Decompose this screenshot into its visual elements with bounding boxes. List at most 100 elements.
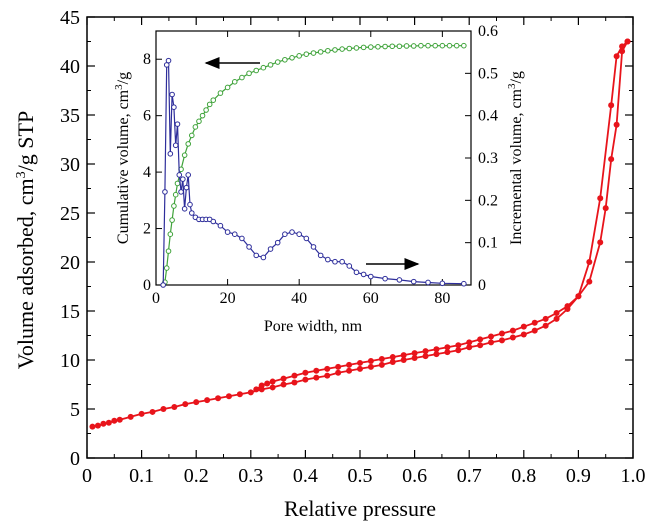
inset-x-tick-label: 40 (291, 290, 307, 307)
inset-left-y-tick-label: 6 (143, 108, 151, 125)
desorption-point (542, 315, 549, 322)
desorption-point (357, 359, 363, 366)
cumulative-volume-point (453, 42, 460, 49)
main-y-axis-label-text: Volume adsorbed, cm (13, 178, 38, 369)
inset-left-y-axis-label: Cumulative volume, cm3/g (113, 72, 132, 244)
adsorption-point (608, 102, 615, 109)
main-plot: 0 0.1 0.2 0.3 0.4 0.5 0.6 0.7 0.8 0.9 1.0051015202… (13, 7, 646, 521)
main-y-tick-label: 15 (60, 301, 80, 323)
adsorption-point (433, 351, 440, 358)
inset-x-tick-label: 20 (220, 290, 236, 307)
cumulative-volume-point (188, 132, 195, 139)
cumulative-volume-point (206, 101, 213, 108)
adsorption-point (127, 413, 134, 420)
desorption-point (564, 303, 571, 310)
main-y-tick-label: 45 (60, 7, 80, 29)
adsorption-point (357, 365, 363, 372)
inset-left-y-label-text: Cumulative volume, cm (115, 89, 132, 244)
inset-right-y-tick-label: 0 (478, 277, 486, 294)
main-x-tick-label: 0.1 (129, 465, 154, 487)
incremental-volume-point (172, 142, 179, 149)
adsorption-point (553, 315, 560, 322)
desorption-point (264, 380, 271, 387)
adsorption-point (182, 401, 189, 408)
cumulative-volume-point (224, 84, 231, 91)
cumulative-volume-point (317, 49, 324, 55)
adsorption-point (193, 399, 200, 406)
main-y-tick-label: 35 (60, 105, 80, 127)
desorption-point (619, 48, 626, 55)
cumulative-volume-point (325, 47, 331, 54)
cumulative-volume-point (353, 45, 360, 51)
adsorption-point (542, 322, 549, 329)
cumulative-volume-point (246, 70, 252, 77)
main-y-tick-label: 40 (60, 56, 80, 78)
inset-right-y-tick-label: 0.3 (478, 150, 498, 167)
cumulative-volume-point (410, 43, 417, 49)
desorption-point (367, 357, 374, 364)
incremental-volume-point (317, 252, 324, 259)
incremental-volume-point (231, 231, 238, 237)
incremental-volume-point (289, 229, 295, 235)
desorption-point (466, 339, 473, 346)
inset-right-y-label-sup: 3 (506, 83, 518, 89)
inset-right-y-axis-label: Incremental volume, cm3/g (506, 71, 525, 245)
desorption-point (455, 342, 462, 349)
main-x-tick-label: 0.5 (348, 465, 373, 487)
cumulative-volume-point (367, 44, 374, 50)
adsorption-point (488, 339, 495, 346)
inset-right-y-tick-label: 0.4 (478, 108, 498, 125)
adsorption-point (466, 344, 473, 351)
inset-left-y-tick-label: 2 (143, 221, 151, 238)
inset-right-y-label-text: Incremental volume, cm (508, 88, 525, 244)
inset-series-group (160, 42, 467, 288)
incremental-volume-point (185, 172, 192, 178)
cumulative-volume-point (375, 44, 381, 50)
desorption-point (258, 382, 265, 389)
adsorption-point (400, 357, 407, 363)
cumulative-volume-point (396, 43, 403, 50)
cumulative-volume-point (418, 42, 424, 49)
incremental-volume-point (332, 258, 338, 265)
incremental-volume-point (176, 172, 183, 178)
inset-left-y-label-sup: 3 (113, 84, 125, 90)
cumulative-volume-point (346, 45, 353, 52)
desorption-point (586, 278, 593, 285)
adsorption-point (324, 372, 331, 379)
adsorption-point (89, 423, 96, 430)
cumulative-volume-point (167, 231, 174, 237)
adsorption-point (247, 389, 254, 396)
adsorption-point (613, 53, 620, 60)
incremental-volume-point (396, 277, 403, 283)
cumulative-volume-point (185, 141, 192, 147)
main-series-group (89, 38, 631, 430)
desorption-point (400, 352, 407, 359)
adsorption-point (138, 410, 145, 417)
incremental-volume-point (160, 282, 166, 288)
desorption-point (411, 350, 418, 357)
main-y-axis-label-tail: /g STP (13, 111, 38, 172)
desorption-point (553, 309, 560, 316)
inset-plot-background (156, 31, 471, 285)
incremental-volume-point (167, 150, 174, 157)
desorption-point (269, 378, 276, 385)
adsorption-point (531, 327, 538, 334)
desorption-point (602, 205, 609, 212)
desorption-point (313, 367, 320, 374)
incremental-volume-point (162, 189, 168, 195)
cumulative-volume-point (461, 42, 467, 49)
adsorption-point (291, 379, 298, 386)
incremental-volume-point (461, 280, 467, 287)
desorption-point (498, 330, 505, 337)
incremental-volume-point (253, 252, 260, 259)
desorption-point (378, 356, 385, 363)
inset-left-y-label-tail: /g (115, 72, 132, 84)
incremental-volume-point (303, 235, 310, 242)
incremental-volume-point (325, 256, 331, 263)
adsorption-point (389, 358, 396, 365)
incremental-volume-point (439, 280, 446, 287)
cumulative-volume-point (332, 47, 338, 53)
desorption-point (597, 239, 604, 246)
cumulative-volume-point (196, 118, 202, 125)
incremental-volume-point (410, 278, 417, 285)
